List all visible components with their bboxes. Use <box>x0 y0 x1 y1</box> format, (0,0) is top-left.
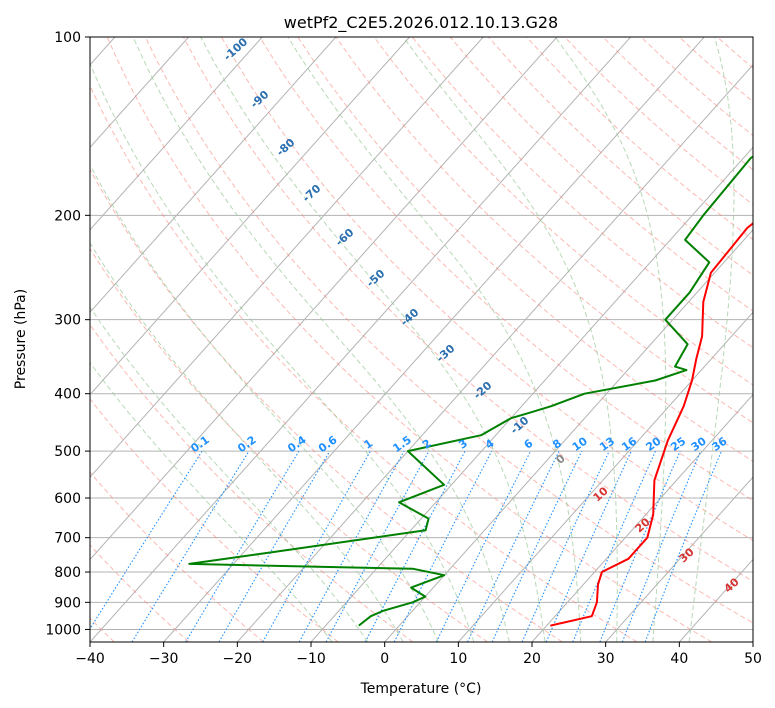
y-tick-label: 1000 <box>45 622 81 638</box>
isotherm-line <box>90 37 190 149</box>
plot-frame <box>89 36 754 643</box>
plot-area <box>90 37 753 642</box>
isotherm-line <box>90 37 484 478</box>
y-axis-ticks: 100 200 300 400 500 600 700 800 900 1000 <box>45 30 90 638</box>
mixing-ratio-lines <box>90 450 723 642</box>
moist-adiabat-line <box>554 37 667 642</box>
moist-adiabat-line <box>90 306 369 642</box>
isotherm-line <box>90 37 263 231</box>
dry-adiabat-lines <box>90 37 753 642</box>
mixing-ratio-line <box>599 450 681 642</box>
mixing-ratio-line <box>644 450 723 642</box>
mixing-ratio-line <box>491 450 583 642</box>
dry-adiabat-line <box>182 37 753 582</box>
moist-adiabat-line <box>287 37 582 642</box>
dry-adiabat-line <box>90 323 414 642</box>
isotherm-line <box>531 393 753 642</box>
dry-adiabat-line <box>90 247 488 642</box>
x-tick-label: 0 <box>380 651 389 667</box>
dry-adiabat-line <box>90 84 638 642</box>
chart-title: wetPf2_C2E5.2026.012.10.13.G28 <box>284 13 558 33</box>
isotherm-line <box>90 37 337 313</box>
dry-adiabat-line <box>373 37 753 386</box>
isotherm-line <box>384 229 753 642</box>
y-axis-label: Pressure (hPa) <box>13 289 29 389</box>
mixing-ratio-line <box>325 450 430 642</box>
x-tick-label: 50 <box>744 651 762 667</box>
temperature-profile <box>550 222 753 627</box>
isotherm-line <box>310 146 753 642</box>
isotherm-line <box>90 37 632 642</box>
isotherm-line <box>90 37 411 396</box>
y-tick-label: 200 <box>54 208 81 224</box>
mixing-ratio-line <box>466 450 560 642</box>
x-tick-label: −20 <box>223 651 253 667</box>
isotherm-line <box>605 476 753 642</box>
moist-adiabat-line <box>688 37 735 642</box>
mixing-ratio-line <box>90 450 203 630</box>
y-tick-label: 900 <box>54 595 81 611</box>
isotherm-line <box>163 37 705 642</box>
y-tick-label: 400 <box>54 387 81 403</box>
moist-adiabat-line <box>90 163 439 642</box>
y-tick-label: 300 <box>54 313 81 329</box>
x-tick-label: 30 <box>597 651 615 667</box>
dry-adiabat-line <box>259 37 753 502</box>
dry-adiabat-line <box>106 37 712 642</box>
x-axis-label: Temperature (°C) <box>360 681 482 697</box>
isotherm-line <box>236 64 753 642</box>
y-tick-label: 600 <box>54 491 81 507</box>
dry-adiabat-line <box>90 471 264 642</box>
y-tick-label: 700 <box>54 531 81 547</box>
dry-adiabat-line <box>297 37 753 462</box>
mixing-ratio-line <box>262 450 371 642</box>
x-tick-label: −40 <box>75 651 105 667</box>
x-tick-label: 10 <box>449 651 467 667</box>
dewpoint-profile <box>188 155 753 627</box>
moist-adiabat-lines <box>90 37 735 642</box>
mixing-ratio-line <box>545 450 632 642</box>
x-tick-label: −10 <box>296 651 326 667</box>
x-tick-label: 20 <box>523 651 541 667</box>
mixing-ratio-line <box>298 450 405 642</box>
dry-adiabat-line <box>90 398 339 642</box>
isotherm-line <box>457 311 753 642</box>
sounding-series <box>188 155 753 627</box>
isotherm-lines <box>90 37 753 642</box>
x-tick-label: −30 <box>149 651 179 667</box>
moist-adiabat-line <box>200 37 546 642</box>
y-tick-label: 100 <box>54 30 81 46</box>
y-tick-label: 500 <box>54 444 81 460</box>
y-tick-label: 800 <box>54 565 81 581</box>
mixing-ratio-line <box>131 450 250 642</box>
mixing-ratio-line <box>393 450 493 642</box>
mixing-ratio-line <box>364 450 466 642</box>
isotherm-line <box>90 37 558 561</box>
dry-adiabat-line <box>144 37 753 624</box>
dry-adiabat-line <box>90 168 563 642</box>
mixing-ratio-line <box>521 450 610 642</box>
moist-adiabat-line <box>132 37 510 642</box>
mixing-ratio-line <box>621 450 702 642</box>
x-axis-ticks: −40 −30 −20 −10 0 10 20 30 40 50 <box>75 642 762 667</box>
moist-adiabat-line <box>402 37 618 642</box>
x-tick-label: 40 <box>670 651 688 667</box>
moist-adiabat-line <box>90 242 404 642</box>
moist-adiabat-line <box>90 62 475 642</box>
